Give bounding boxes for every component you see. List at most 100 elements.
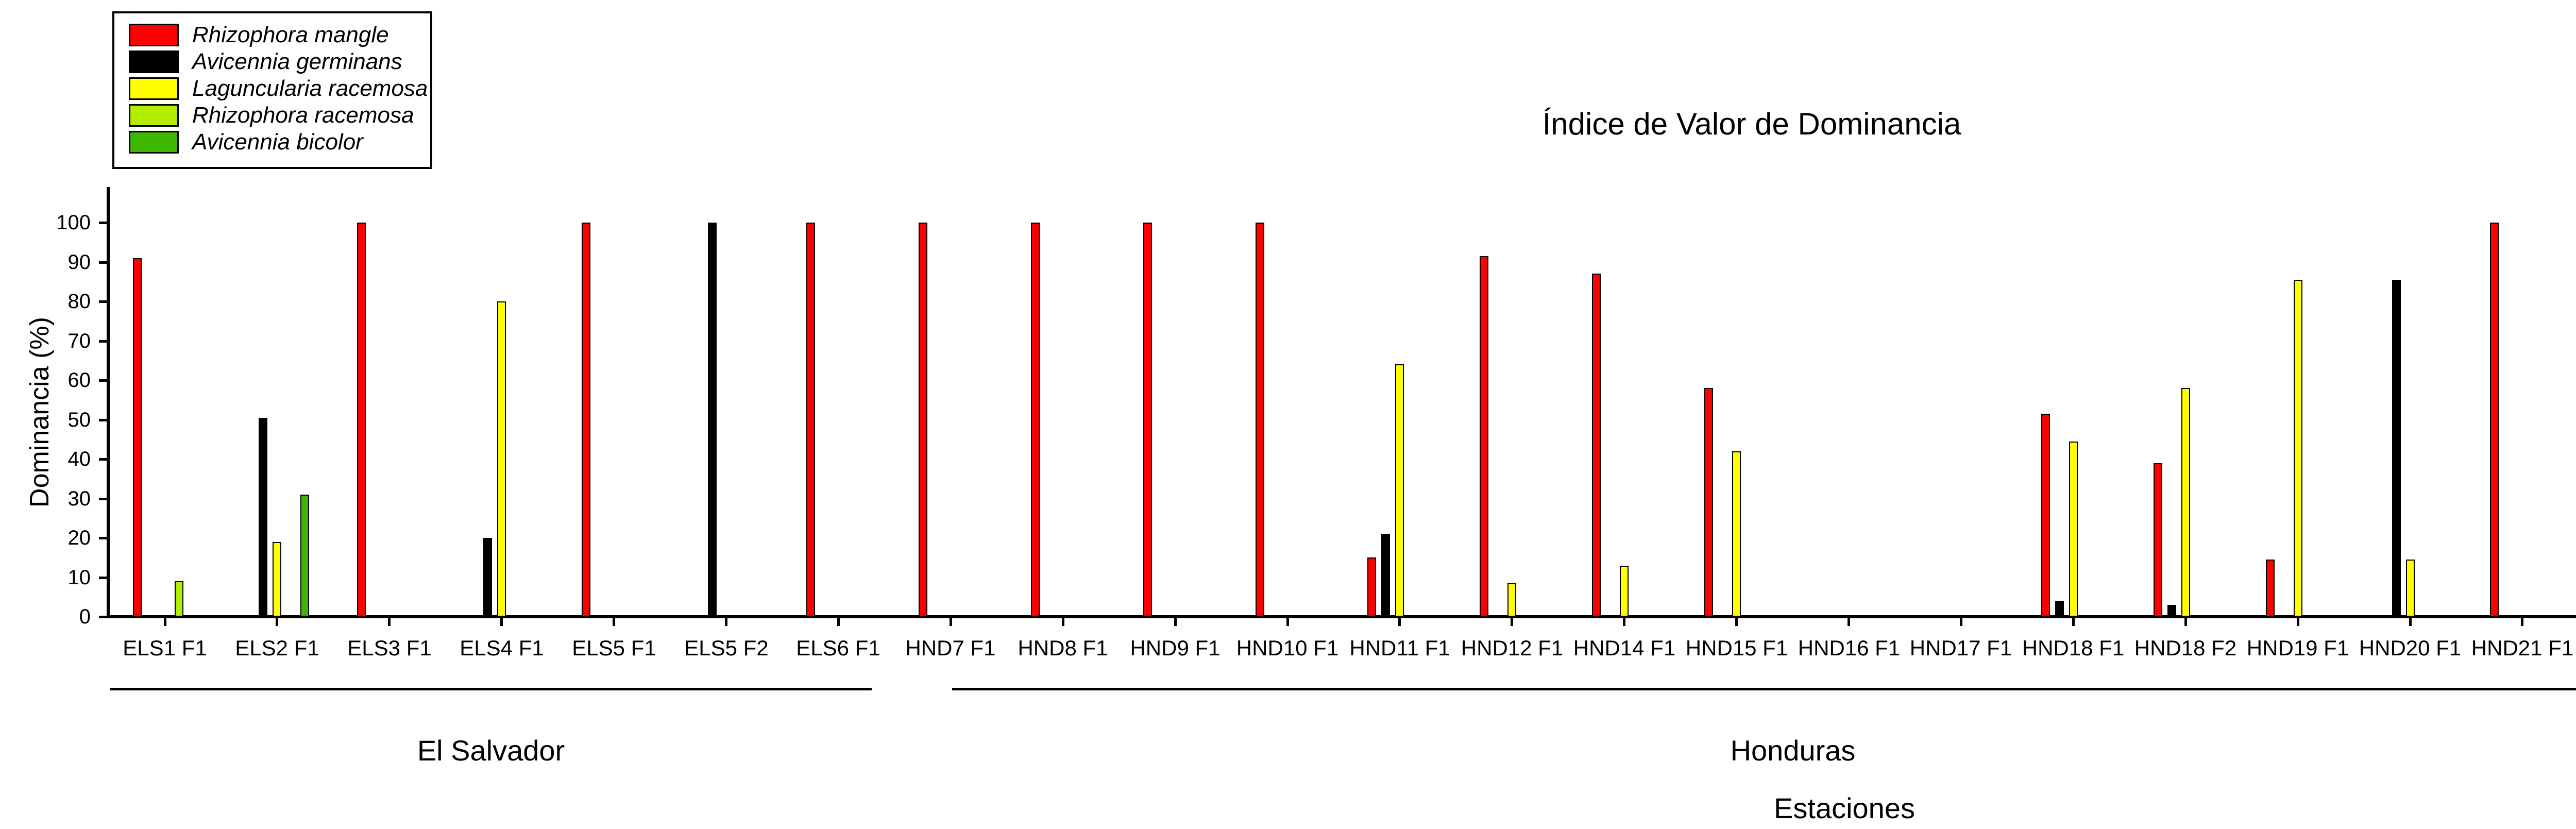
y-axis-tick xyxy=(99,379,107,382)
station-tick-label: ELS2 F1 xyxy=(235,636,319,660)
x-axis-tick xyxy=(2297,618,2299,626)
country-group-label: Honduras xyxy=(1730,734,1856,767)
bar xyxy=(2154,463,2162,617)
x-axis-tick xyxy=(2072,618,2075,626)
y-axis-tick xyxy=(99,300,107,303)
chart-title: Índice de Valor de Dominancia xyxy=(1542,107,1961,141)
country-bracket-line xyxy=(952,688,2576,690)
x-axis-line xyxy=(107,615,2576,618)
bar xyxy=(2041,414,2050,617)
bar xyxy=(2167,605,2176,617)
bar xyxy=(1592,274,1601,617)
x-axis-tick xyxy=(1960,618,1962,626)
station-tick-label: HND12 F1 xyxy=(1461,636,1564,660)
bar xyxy=(1143,223,1152,617)
y-axis-tick xyxy=(99,222,107,224)
station-tick-label: HND14 F1 xyxy=(1573,636,1676,660)
legend-item-label: Laguncularia racemosa xyxy=(192,76,428,101)
station-tick-label: HND18 F1 xyxy=(2022,636,2125,660)
legend-item-label: Rhizophora mangle xyxy=(192,22,389,47)
y-axis-tick xyxy=(99,497,107,500)
bar xyxy=(273,542,281,617)
station-tick-label: ELS4 F1 xyxy=(460,636,544,660)
x-axis-tick xyxy=(2409,618,2412,626)
x-axis-tick xyxy=(2521,618,2523,626)
bar xyxy=(497,301,506,617)
y-axis-line xyxy=(107,187,110,618)
bar xyxy=(2266,560,2275,617)
legend-item-label: Avicennia bicolor xyxy=(192,129,363,155)
legend-color-swatch xyxy=(129,24,179,46)
bar xyxy=(2069,442,2078,617)
legend-item: Laguncularia racemosa xyxy=(129,75,430,102)
legend-item: Avicennia germinans xyxy=(129,48,430,75)
bar xyxy=(1507,583,1516,617)
x-axis-tick xyxy=(613,618,615,626)
y-axis-tick-label: 10 xyxy=(67,566,91,589)
bar xyxy=(2055,601,2064,617)
x-axis-tick xyxy=(1511,618,1513,626)
station-tick-label: HND15 F1 xyxy=(1685,636,1788,660)
bar xyxy=(708,223,717,617)
bar xyxy=(483,538,492,617)
bar xyxy=(133,258,142,617)
country-bracket-line xyxy=(110,688,872,690)
bar xyxy=(2490,223,2499,617)
x-axis-tick xyxy=(1062,618,1064,626)
x-axis-tick xyxy=(1623,618,1625,626)
bar xyxy=(1704,388,1713,617)
bar xyxy=(1031,223,1040,617)
station-tick-label: HND17 F1 xyxy=(1909,636,2012,660)
y-axis-tick xyxy=(99,418,107,421)
legend-item: Rhizophora mangle xyxy=(129,22,430,48)
legend-item-label: Rhizophora racemosa xyxy=(192,103,414,128)
x-axis-tick xyxy=(950,618,952,626)
bar xyxy=(919,223,927,617)
bar xyxy=(2294,280,2302,617)
y-axis-tick xyxy=(99,340,107,343)
bar xyxy=(1367,557,1376,617)
y-axis-tick-label: 90 xyxy=(67,250,91,274)
y-axis-tick-label: 0 xyxy=(79,605,91,628)
y-axis-tick xyxy=(99,261,107,264)
y-axis-tick-label: 70 xyxy=(67,329,91,352)
y-axis-tick-label: 80 xyxy=(67,290,91,313)
station-tick-label: HND20 F1 xyxy=(2359,636,2462,660)
y-axis-tick xyxy=(99,537,107,539)
bar xyxy=(357,223,366,617)
x-axis-tick xyxy=(500,618,503,626)
x-axis-tick xyxy=(1286,618,1289,626)
station-tick-label: HND10 F1 xyxy=(1236,636,1339,660)
y-axis-tick-label: 100 xyxy=(56,211,91,234)
legend: Rhizophora mangle Avicennia germinans Lagu… xyxy=(112,11,432,169)
bar xyxy=(1732,451,1741,617)
bar xyxy=(1381,534,1390,617)
bar xyxy=(2406,560,2415,617)
x-axis-tick xyxy=(2184,618,2187,626)
bar xyxy=(582,223,590,617)
bar xyxy=(300,495,309,617)
y-axis-tick-label: 50 xyxy=(67,408,91,431)
legend-item: Rhizophora racemosa xyxy=(129,102,430,129)
country-group-label: El Salvador xyxy=(417,734,565,767)
station-tick-label: ELS6 F1 xyxy=(796,636,880,660)
x-axis-tick xyxy=(388,618,391,626)
x-axis-tick xyxy=(164,618,166,626)
x-axis-tick xyxy=(1848,618,1850,626)
y-axis-tick-label: 40 xyxy=(67,448,91,470)
bar xyxy=(1256,223,1264,617)
bar xyxy=(175,581,183,617)
y-axis-tick xyxy=(99,576,107,579)
bar xyxy=(2392,280,2401,617)
legend-color-swatch xyxy=(129,104,179,127)
x-axis-tick xyxy=(837,618,840,626)
station-tick-label: HND21 F1 xyxy=(2471,636,2574,660)
x-axis-title: Estaciones xyxy=(1774,792,1915,824)
x-axis-tick xyxy=(1174,618,1177,626)
y-axis-tick-label: 30 xyxy=(67,487,91,510)
legend-item: Avicennia bicolor xyxy=(129,129,430,156)
station-tick-label: HND16 F1 xyxy=(1798,636,1901,660)
station-tick-label: HND18 F2 xyxy=(2134,636,2237,660)
y-axis-tick xyxy=(99,616,107,618)
